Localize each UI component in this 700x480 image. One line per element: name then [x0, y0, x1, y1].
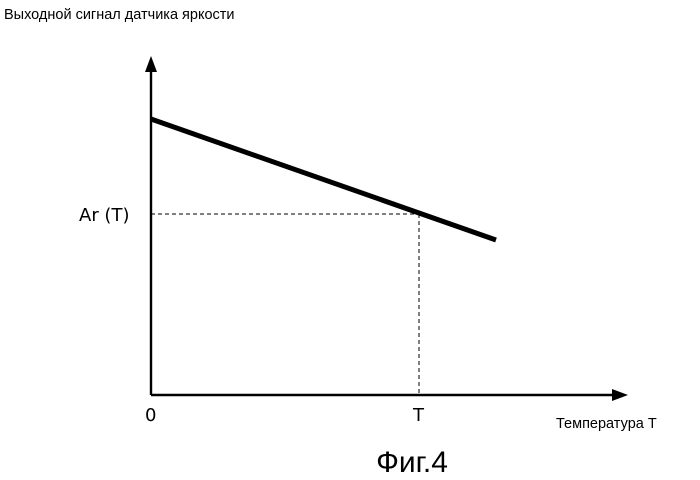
y-mark-label: Ar (T): [79, 205, 129, 226]
x-mark-label: T: [412, 405, 425, 426]
origin-label: 0: [145, 405, 156, 426]
y-axis-title: Выходной сигнал датчика яркости: [4, 7, 235, 23]
figure-caption: Фиг.4: [376, 446, 448, 479]
sensor-output-line: [151, 119, 496, 240]
x-axis-arrowhead: [612, 389, 628, 401]
x-axis-title: Температура T: [556, 416, 657, 432]
y-axis-arrowhead: [145, 56, 157, 72]
